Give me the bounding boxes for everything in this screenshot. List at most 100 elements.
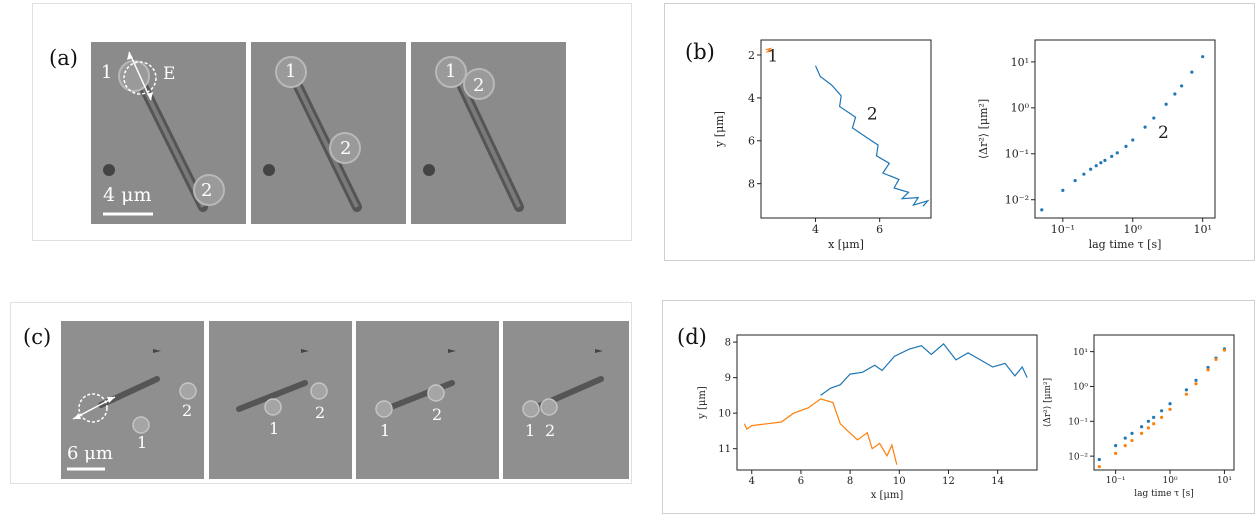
y-tick-label: 10¹: [1011, 56, 1029, 69]
msd-point-series-1: [1160, 409, 1164, 413]
msd-point-series-2: [1222, 348, 1227, 352]
plot-frame: [736, 334, 1038, 471]
msd-point-series-1: [1168, 402, 1172, 406]
field-label: E: [163, 64, 176, 84]
msd-point-series-2: [1139, 431, 1144, 435]
msd-point-series-2: [1168, 407, 1172, 411]
x-tick-label: 14: [991, 476, 1004, 487]
msd-point-series-1: [1201, 55, 1205, 59]
x-tick-label: 10: [893, 476, 906, 487]
x-tick-label: 10⁰: [1163, 476, 1178, 486]
y-tick-label: 10⁻²: [1068, 452, 1088, 462]
bead-1-label: 1: [101, 62, 113, 83]
trajectory-series-1: [820, 343, 1028, 396]
bead-1-label: 1: [137, 433, 148, 452]
y-tick-label: 10¹: [1073, 348, 1088, 358]
y-tick-label: 10⁻¹: [1005, 148, 1029, 161]
y-axis-label: y [μm]: [697, 386, 708, 420]
plot-frame: [1034, 39, 1216, 219]
msd-point-series-1: [1114, 444, 1118, 448]
x-tick-label: 4: [812, 223, 819, 236]
x-tick-label: 8: [847, 476, 853, 487]
x-axis-label: x [μm]: [828, 238, 864, 251]
y-axis-label: y [μm]: [713, 111, 726, 148]
y-tick-label: 4: [748, 92, 755, 105]
y-tick-label: 10⁻¹: [1068, 417, 1088, 427]
micrograph-a2: 1 2: [251, 42, 406, 224]
scale-bar-label: 4 μm: [103, 184, 152, 206]
bead-1-label: 1: [269, 419, 280, 438]
bead-2-label: 2: [340, 138, 352, 159]
x-tick-label: 6: [798, 476, 804, 487]
msd-point-series-2: [1152, 422, 1156, 426]
msd-point-series-1: [1082, 172, 1086, 176]
msd-point-series-1: [1173, 92, 1177, 96]
msd-point-series-1: [1094, 164, 1098, 168]
x-tick-label: 6: [876, 223, 883, 236]
msd-point-series-1: [1097, 457, 1101, 462]
x-axis-label: x [μm]: [871, 490, 904, 501]
bead-2-label: 2: [545, 421, 556, 440]
annotation-2: 2: [867, 104, 878, 124]
x-tick-label: 10¹: [1193, 223, 1211, 236]
msd-point-series-1: [1146, 419, 1150, 423]
panel-d-label: (d): [677, 325, 707, 349]
msd-point-series-2: [1097, 465, 1101, 469]
msd-point-series-1: [1130, 431, 1134, 435]
msd-point-series-2: [1160, 415, 1164, 419]
micrograph-a1: 1 E 2 4 μm: [91, 42, 246, 224]
msd-point-series-2: [1146, 426, 1150, 430]
y-tick-label: 8: [748, 178, 755, 191]
y-tick-label: 10⁻²: [1005, 194, 1029, 207]
y-tick-label: 9: [725, 373, 731, 384]
micrograph-a3: 1 2: [411, 42, 566, 224]
msd-point-series-1: [1164, 102, 1168, 106]
y-tick-label: 6: [748, 135, 755, 148]
panel-d: (d) 4 6 8 10 12 14 8 9 10 11 x [μm] y [μm] 10⁻¹ 10⁰ 1…: [662, 300, 1255, 514]
bead-2-label: 2: [473, 75, 485, 96]
y-axis-label: ⟨Δr²⟩ [μm²]: [977, 99, 990, 159]
y-tick-label: 10⁰: [1073, 383, 1088, 393]
y-tick-label: 11: [718, 444, 731, 455]
msd-point-series-2: [1194, 382, 1198, 386]
msd-point-series-2: [1184, 392, 1189, 396]
msd-point-series-1: [1124, 144, 1128, 148]
panel-a-label: (a): [49, 46, 78, 70]
msd-point-series-1: [1131, 138, 1135, 142]
msd-point-series-1: [1089, 167, 1093, 171]
msd-point-series-2: [1214, 357, 1218, 361]
bead-2-label: 2: [201, 180, 213, 201]
panel-b-label: (b): [685, 40, 715, 64]
bead-2-label: 2: [432, 405, 443, 424]
msd-point-series-1: [1152, 415, 1156, 419]
x-tick-label: 4: [749, 476, 755, 487]
msd-point-series-1: [1061, 188, 1065, 192]
msd-point-series-1: [1123, 436, 1127, 440]
msd-point-series-1: [1040, 208, 1044, 212]
msd-point-series-1: [1184, 388, 1189, 392]
msd-point-series-1: [1194, 378, 1198, 382]
x-axis-label: lag time τ [s]: [1134, 489, 1194, 499]
bead-2-label: 2: [182, 401, 193, 420]
y-axis-label: ⟨Δr²⟩ [μm²]: [1043, 378, 1053, 427]
y-tick-label: 8: [725, 338, 731, 349]
msd-point-series-1: [1180, 84, 1184, 88]
y-tick-label: 10: [718, 409, 731, 420]
panel-a: (a) 1 E 2 4 μm 1 2: [32, 3, 632, 241]
x-tick-label: 10¹: [1217, 476, 1232, 486]
x-tick-label: 12: [942, 476, 955, 487]
chart-d-msd: 10⁻¹ 10⁰ 10¹ 10⁻² 10⁻¹ 10⁰ 10¹ lag time τ [s] ⟨Δ…: [1043, 334, 1235, 499]
trajectory-series-1: [765, 47, 773, 53]
msd-point-series-1: [1190, 70, 1194, 74]
panel-c-label: (c): [23, 325, 52, 349]
plot-frame: [1093, 334, 1235, 471]
bead-1-label: 1: [445, 61, 457, 82]
panel-c: (c) 1 2 6 μm 1 2: [10, 302, 632, 484]
msd-point-series-1: [1110, 154, 1114, 158]
scale-bar-label: 6 μm: [67, 443, 113, 464]
x-tick-label: 10⁻¹: [1106, 476, 1126, 486]
msd-point-series-1: [1099, 161, 1103, 165]
msd-point-series-1: [1103, 158, 1107, 162]
